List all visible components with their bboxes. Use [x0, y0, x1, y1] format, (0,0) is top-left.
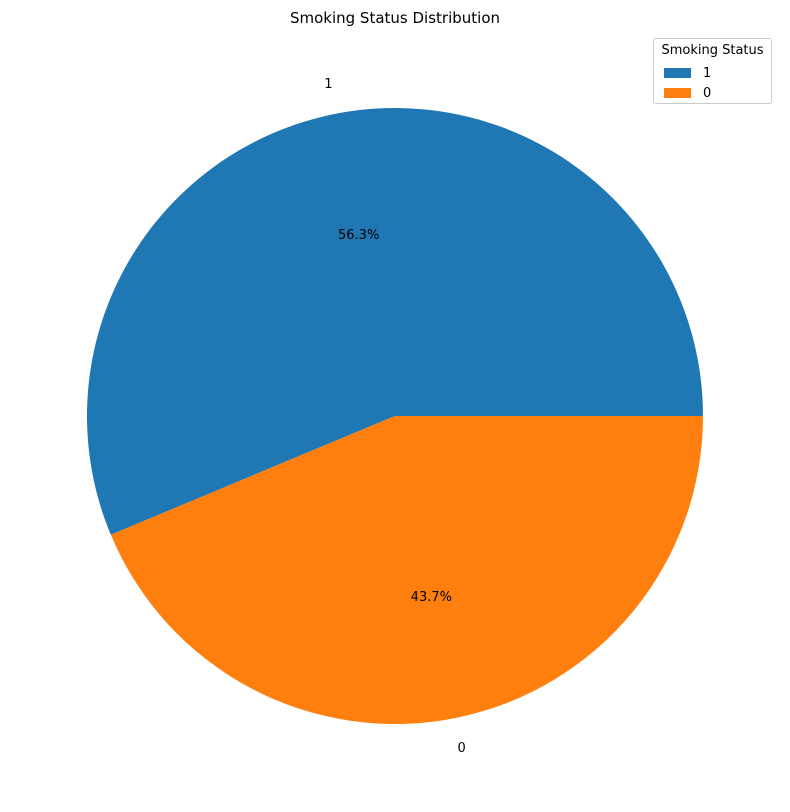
legend-swatch-1: [664, 68, 691, 78]
legend-entry-0: 0: [664, 85, 711, 101]
labels-group: 1 56.3% 0 43.7%: [324, 77, 466, 756]
slice-label-0: 0: [457, 741, 465, 756]
slice-percent-1: 56.3%: [338, 228, 379, 243]
chart-title: Smoking Status Distribution: [290, 9, 500, 27]
legend-label-0: 0: [703, 85, 712, 101]
slices-group: [87, 108, 704, 724]
legend-swatch-0: [664, 88, 691, 98]
slice-label-1: 1: [324, 77, 332, 92]
slice-percent-0: 43.7%: [411, 590, 452, 605]
pie-slice-1: [87, 108, 704, 535]
legend-entry-1: 1: [664, 65, 711, 81]
legend: Smoking Status 1 0: [653, 38, 772, 104]
legend-label-1: 1: [703, 65, 712, 81]
legend-title: Smoking Status: [661, 43, 764, 58]
pie-slice-0: [110, 416, 704, 724]
